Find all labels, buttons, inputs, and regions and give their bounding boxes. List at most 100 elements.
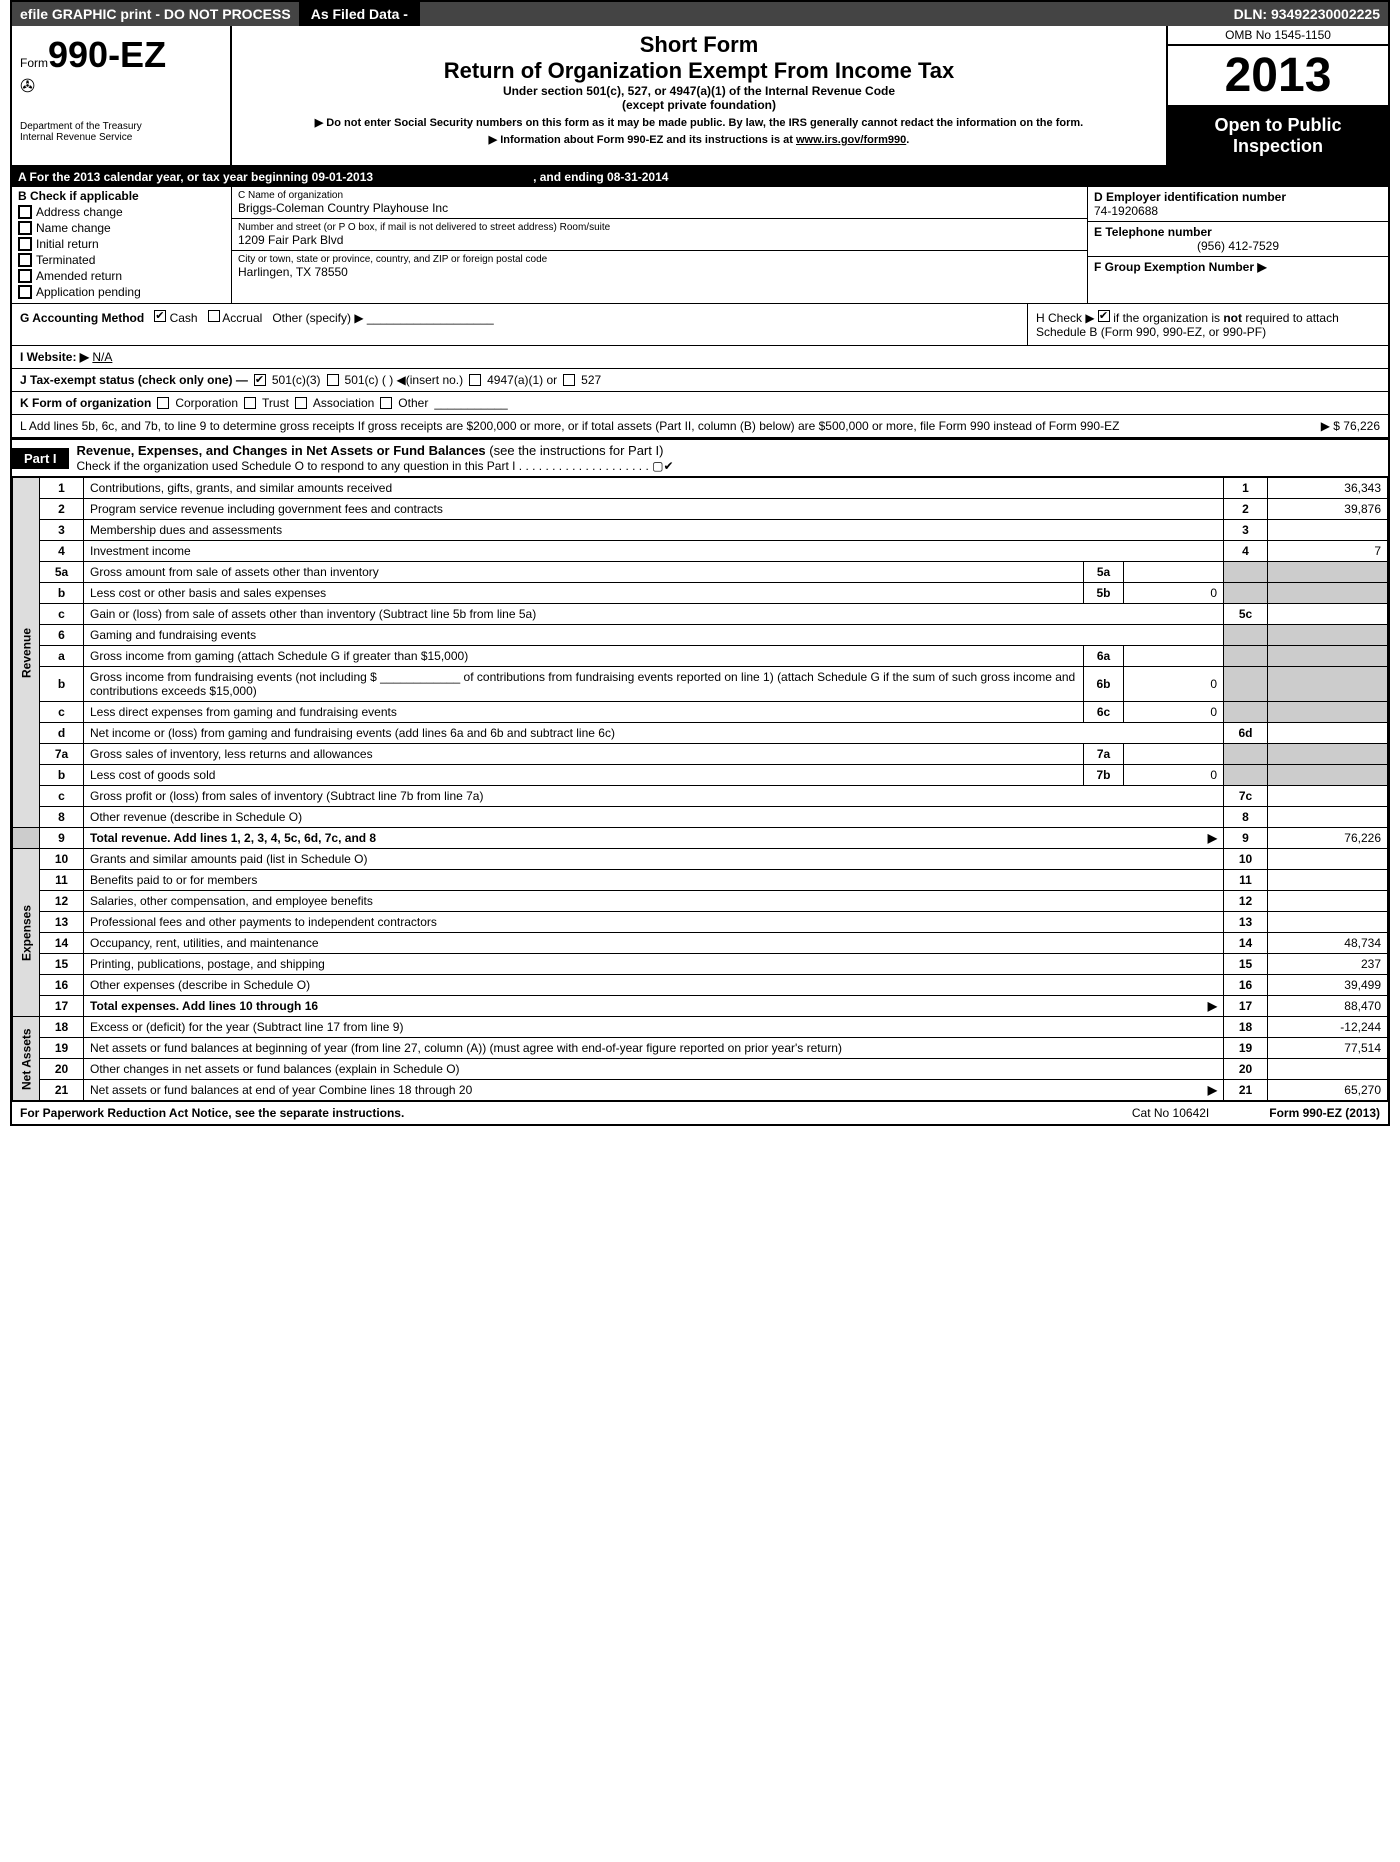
line13-desc: Professional fees and other payments to … — [84, 912, 1224, 933]
chk-501c3[interactable] — [254, 374, 266, 386]
line6b-desc: Gross income from fundraising events (no… — [84, 667, 1084, 702]
org-name-row: C Name of organization Briggs-Coleman Co… — [232, 187, 1087, 219]
line2-desc: Program service revenue including govern… — [84, 499, 1224, 520]
line12-desc: Salaries, other compensation, and employ… — [84, 891, 1224, 912]
row-a-begin: A For the 2013 calendar year, or tax yea… — [18, 170, 373, 184]
irs-link[interactable]: www.irs.gov/form990 — [796, 134, 906, 146]
short-form-title: Short Form — [244, 32, 1154, 58]
dept-irs: Internal Revenue Service — [20, 132, 222, 143]
website-value: N/A — [92, 350, 112, 364]
g-label: G Accounting Method — [20, 311, 144, 325]
line19-desc: Net assets or fund balances at beginning… — [84, 1038, 1224, 1059]
chk-527[interactable] — [563, 374, 575, 386]
line1-desc: Contributions, gifts, grants, and simila… — [84, 478, 1224, 499]
part1-tag: Part I — [12, 448, 69, 469]
row-a-end: , and ending 08-31-2014 — [533, 170, 668, 184]
line7c-desc: Gross profit or (loss) from sales of inv… — [84, 786, 1224, 807]
form-note1: ▶ Do not enter Social Security numbers o… — [244, 116, 1154, 129]
chk-name-change[interactable]: Name change — [18, 221, 225, 235]
side-expenses: Expenses — [13, 849, 40, 1017]
h-schedule-b: H Check ▶ if the organization is not req… — [1028, 304, 1388, 345]
org-street: 1209 Fair Park Blvd — [238, 233, 1081, 247]
line15-val: 237 — [1268, 954, 1388, 975]
org-street-row: Number and street (or P O box, if mail i… — [232, 219, 1087, 251]
line16-desc: Other expenses (describe in Schedule O) — [84, 975, 1224, 996]
line6d-desc: Net income or (loss) from gaming and fun… — [84, 723, 1224, 744]
form-page: efile GRAPHIC print - DO NOT PROCESS As … — [10, 0, 1390, 1126]
chk-4947[interactable] — [469, 374, 481, 386]
chk-accrual[interactable] — [208, 310, 220, 322]
row-k-orgform: K Form of organization Corporation Trust… — [12, 392, 1388, 415]
k-label: K Form of organization — [20, 396, 151, 410]
footer-paperwork: For Paperwork Reduction Act Notice, see … — [20, 1106, 404, 1120]
chk-terminated[interactable]: Terminated — [18, 253, 225, 267]
g-other: Other (specify) ▶ — [272, 311, 363, 325]
section-bcdef: B Check if applicable Address change Nam… — [12, 187, 1388, 304]
line21-val: 65,270 — [1268, 1080, 1388, 1101]
chk-cash[interactable] — [154, 310, 166, 322]
line19-val: 77,514 — [1268, 1038, 1388, 1059]
line1-val: 36,343 — [1268, 478, 1388, 499]
note2-pre: ▶ Information about Form 990-EZ and its … — [489, 134, 796, 146]
line6c-desc: Less direct expenses from gaming and fun… — [84, 702, 1084, 723]
part1-table: Revenue 1Contributions, gifts, grants, a… — [12, 477, 1388, 1101]
line9-desc: Total revenue. Add lines 1, 2, 3, 4, 5c,… — [84, 828, 1224, 849]
g-accounting: G Accounting Method Cash Accrual Other (… — [12, 304, 1028, 345]
efile-topbar: efile GRAPHIC print - DO NOT PROCESS As … — [12, 2, 1388, 26]
col-b-title: B Check if applicable — [18, 189, 225, 203]
row-a-tax-year: A For the 2013 calendar year, or tax yea… — [12, 167, 1388, 187]
chk-address-change[interactable]: Address change — [18, 205, 225, 219]
chk-schedule-b[interactable] — [1098, 310, 1110, 322]
line3-desc: Membership dues and assessments — [84, 520, 1224, 541]
chk-trust[interactable] — [244, 397, 256, 409]
chk-app-pending[interactable]: Application pending — [18, 285, 225, 299]
col-c-org-info: C Name of organization Briggs-Coleman Co… — [232, 187, 1088, 303]
chk-assoc[interactable] — [295, 397, 307, 409]
chk-corp[interactable] — [157, 397, 169, 409]
line9-val: 76,226 — [1268, 828, 1388, 849]
j-label: J Tax-exempt status (check only one) — — [20, 373, 248, 387]
footer-formno: Form 990-EZ (2013) — [1269, 1106, 1380, 1120]
org-name-label: C Name of organization — [238, 190, 1081, 201]
tel-label: E Telephone number — [1094, 225, 1382, 239]
open-to-public: Open to Public Inspection — [1168, 107, 1388, 165]
org-street-label: Number and street (or P O box, if mail i… — [238, 222, 1081, 233]
l-amount: ▶ $ 76,226 — [1220, 419, 1380, 433]
form-number: 990-EZ — [48, 34, 166, 75]
open-line1: Open to Public — [1172, 115, 1384, 136]
chk-501c[interactable] — [327, 374, 339, 386]
line5b-desc: Less cost or other basis and sales expen… — [84, 583, 1084, 604]
line20-desc: Other changes in net assets or fund bala… — [84, 1059, 1224, 1080]
chk-other-org[interactable] — [380, 397, 392, 409]
col-b-checkboxes: B Check if applicable Address change Nam… — [12, 187, 232, 303]
line7b-desc: Less cost of goods sold — [84, 765, 1084, 786]
l-text: L Add lines 5b, 6c, and 7b, to line 9 to… — [20, 419, 1220, 433]
line6b-val: 0 — [1124, 667, 1224, 702]
side-revenue: Revenue — [13, 478, 40, 828]
side-netassets: Net Assets — [13, 1017, 40, 1101]
tel-value: (956) 412-7529 — [1094, 239, 1382, 253]
line8-desc: Other revenue (describe in Schedule O) — [84, 807, 1224, 828]
org-city-row: City or town, state or province, country… — [232, 251, 1087, 282]
line7b-val: 0 — [1124, 765, 1224, 786]
line18-desc: Excess or (deficit) for the year (Subtra… — [84, 1017, 1224, 1038]
form-subtitle2: (except private foundation) — [244, 98, 1154, 112]
chk-amended[interactable]: Amended return — [18, 269, 225, 283]
header-mid: Short Form Return of Organization Exempt… — [232, 26, 1168, 165]
line16-val: 39,499 — [1268, 975, 1388, 996]
line6c-val: 0 — [1124, 702, 1224, 723]
ein-label: D Employer identification number — [1094, 190, 1382, 204]
line5a-desc: Gross amount from sale of assets other t… — [84, 562, 1084, 583]
ein-row: D Employer identification number 74-1920… — [1088, 187, 1388, 222]
dept-treasury: Department of the Treasury — [20, 121, 222, 132]
open-line2: Inspection — [1172, 136, 1384, 157]
org-city-label: City or town, state or province, country… — [238, 254, 1081, 265]
form-title: Return of Organization Exempt From Incom… — [244, 58, 1154, 84]
line17-val: 88,470 — [1268, 996, 1388, 1017]
line2-val: 39,876 — [1268, 499, 1388, 520]
part1-title: Revenue, Expenses, and Changes in Net As… — [69, 440, 1388, 476]
form-prefix: Form — [20, 56, 48, 70]
page-footer: For Paperwork Reduction Act Notice, see … — [12, 1101, 1388, 1124]
chk-initial-return[interactable]: Initial return — [18, 237, 225, 251]
line21-desc: Net assets or fund balances at end of ye… — [84, 1080, 1224, 1101]
